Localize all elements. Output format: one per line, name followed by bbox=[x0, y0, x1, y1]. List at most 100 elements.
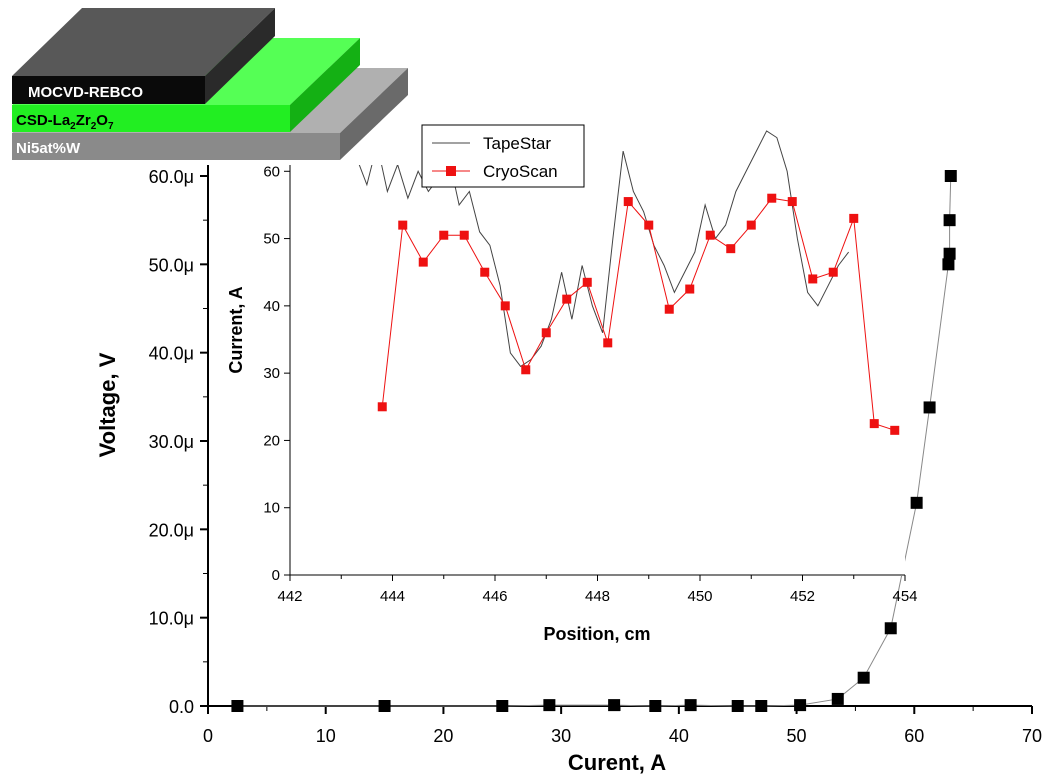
bottom-layer-side-face bbox=[340, 68, 408, 160]
inset-data-point bbox=[767, 193, 777, 203]
legend-box bbox=[421, 124, 585, 188]
inset-y-tick-label: 20 bbox=[263, 432, 280, 449]
inset-y-ticks: 0 10 20 30 40 50 60 bbox=[263, 163, 290, 584]
inset-x-tick-label: 442 bbox=[277, 588, 302, 605]
inset-x-tick-label: 450 bbox=[687, 588, 712, 605]
main-x-ticks: 0 10 20 30 40 50 60 70 bbox=[203, 706, 1042, 746]
main-x-tick-label: 60 bbox=[904, 726, 924, 746]
inset-legend: TapeStar CryoScan bbox=[421, 124, 585, 188]
bottom-layer-front-face bbox=[12, 133, 340, 160]
main-data-point bbox=[923, 401, 936, 414]
main-x-axis-title: Curent, A bbox=[568, 750, 666, 775]
main-y-tick-label: 20.0μ bbox=[149, 520, 194, 540]
inset-y-tick-label: 60 bbox=[263, 163, 280, 180]
main-x-tick-label: 20 bbox=[433, 726, 453, 746]
main-x-tick-label: 40 bbox=[669, 726, 689, 746]
inset-y-axis-title: Current, A bbox=[226, 286, 246, 373]
main-x-tick-label: 10 bbox=[316, 726, 336, 746]
main-data-point bbox=[231, 700, 244, 712]
main-x-tick-label: 30 bbox=[551, 726, 571, 746]
bottom-layer-label: Ni5at%W bbox=[16, 140, 81, 157]
inset-series-line-cryoscan bbox=[381, 197, 895, 431]
main-y-tick-label: 50.0μ bbox=[149, 255, 194, 275]
inset-background bbox=[290, 100, 905, 576]
inset-x-tick-label: 448 bbox=[585, 588, 610, 605]
main-data-point bbox=[608, 699, 621, 712]
inset-x-axis-title: Position, cm bbox=[543, 624, 650, 644]
inset-data-point bbox=[890, 425, 900, 435]
middle-layer-front-face bbox=[12, 105, 290, 132]
inset-data-point bbox=[746, 220, 756, 230]
main-data-point bbox=[943, 247, 956, 260]
inset-y-tick-label: 40 bbox=[263, 298, 280, 315]
main-x-tick-label: 50 bbox=[787, 726, 807, 746]
inset-data-point bbox=[521, 365, 531, 375]
inset-data-point bbox=[582, 277, 592, 287]
inset-x-tick-label: 452 bbox=[790, 588, 815, 605]
legend-cryoscan-label: CryoScan bbox=[483, 162, 558, 181]
main-y-tick-label: 10.0μ bbox=[149, 609, 194, 629]
inset-data-point bbox=[418, 257, 428, 267]
main-y-tick-label: 30.0μ bbox=[149, 432, 194, 452]
inset-data-point bbox=[644, 220, 654, 230]
main-data-point bbox=[731, 700, 744, 712]
inset-series-points bbox=[377, 193, 900, 435]
inset-y-tick-label: 50 bbox=[263, 231, 280, 248]
main-data-point bbox=[543, 699, 556, 712]
legend-tapestar-label: TapeStar bbox=[483, 134, 551, 153]
top-layer-label: MOCVD-REBCO bbox=[28, 84, 143, 101]
inset-y-tick-label: 10 bbox=[263, 500, 280, 517]
inset-x-tick-label: 444 bbox=[380, 588, 405, 605]
inset-data-point bbox=[500, 301, 510, 311]
inset-data-point bbox=[726, 244, 736, 254]
inset-data-point bbox=[603, 338, 613, 348]
inset-x-tick-label: 446 bbox=[482, 588, 507, 605]
inset-data-point bbox=[787, 197, 797, 207]
main-series-points bbox=[231, 170, 957, 712]
inset-data-point bbox=[664, 304, 674, 314]
inset-data-point bbox=[705, 230, 715, 240]
main-data-point bbox=[857, 671, 870, 684]
main-x-tick-label: 70 bbox=[1022, 726, 1042, 746]
main-data-point bbox=[649, 700, 662, 712]
top-layer-side-face bbox=[205, 8, 275, 104]
inset-data-point bbox=[398, 220, 408, 230]
inset-data-point bbox=[849, 213, 859, 223]
inset-data-point bbox=[377, 402, 387, 412]
inset-data-point bbox=[685, 284, 695, 294]
main-data-point bbox=[794, 699, 807, 712]
main-data-point bbox=[755, 700, 768, 712]
inset-data-point bbox=[439, 230, 449, 240]
main-y-tick-label: 0.0 bbox=[169, 697, 194, 717]
top-layer-top-face bbox=[12, 8, 275, 76]
inset-chart: 442 444 446 448 450 452 454 0 10 20 30 40 50 60 Posi… bbox=[226, 100, 918, 644]
main-y-tick-label: 40.0μ bbox=[149, 344, 194, 364]
inset-y-tick-label: 0 bbox=[272, 567, 280, 584]
legend-cryoscan-marker bbox=[446, 166, 456, 176]
inset-data-point bbox=[808, 274, 818, 284]
inset-y-tick-label: 30 bbox=[263, 365, 280, 382]
inset-data-point bbox=[480, 267, 490, 277]
main-data-point bbox=[684, 699, 697, 712]
main-chart: 0 10 20 30 40 50 60 70 0.0 10.0μ 20.0μ 30.0μ 40.0μ 5… bbox=[95, 155, 1042, 775]
main-data-point bbox=[831, 692, 844, 705]
inset-data-point bbox=[623, 197, 633, 207]
inset-data-point bbox=[459, 230, 469, 240]
inset-x-tick-label: 454 bbox=[892, 588, 917, 605]
main-data-point bbox=[910, 496, 923, 509]
middle-layer-side-face bbox=[290, 38, 360, 132]
inset-data-point bbox=[562, 294, 572, 304]
middle-layer-label: CSD-La2Zr2O7 bbox=[16, 112, 114, 132]
inset-data-point bbox=[541, 328, 551, 338]
inset-x-ticks: 442 444 446 448 450 452 454 bbox=[277, 575, 918, 605]
main-y-axis-title: Voltage, V bbox=[95, 352, 120, 457]
main-data-point bbox=[944, 170, 957, 182]
inset-data-point bbox=[869, 419, 879, 429]
top-layer-front-face bbox=[12, 76, 205, 104]
main-data-point bbox=[942, 258, 955, 271]
main-y-tick-label: 60.0μ bbox=[149, 167, 194, 187]
layer-stack-illustration: MOCVD-REBCO CSD-La2Zr2O7 Ni5at%W bbox=[0, 0, 415, 165]
main-data-point bbox=[496, 700, 509, 712]
main-data-point bbox=[378, 700, 391, 712]
main-x-tick-label: 0 bbox=[203, 726, 213, 746]
